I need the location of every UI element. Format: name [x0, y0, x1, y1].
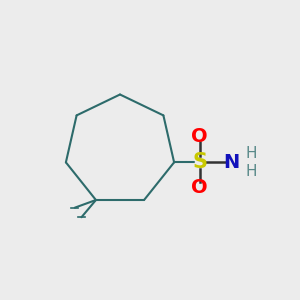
Text: S: S	[192, 152, 207, 172]
Text: N: N	[223, 153, 239, 172]
Text: H: H	[245, 146, 257, 161]
Text: O: O	[191, 178, 208, 197]
Text: H: H	[245, 164, 257, 179]
Text: O: O	[191, 127, 208, 146]
